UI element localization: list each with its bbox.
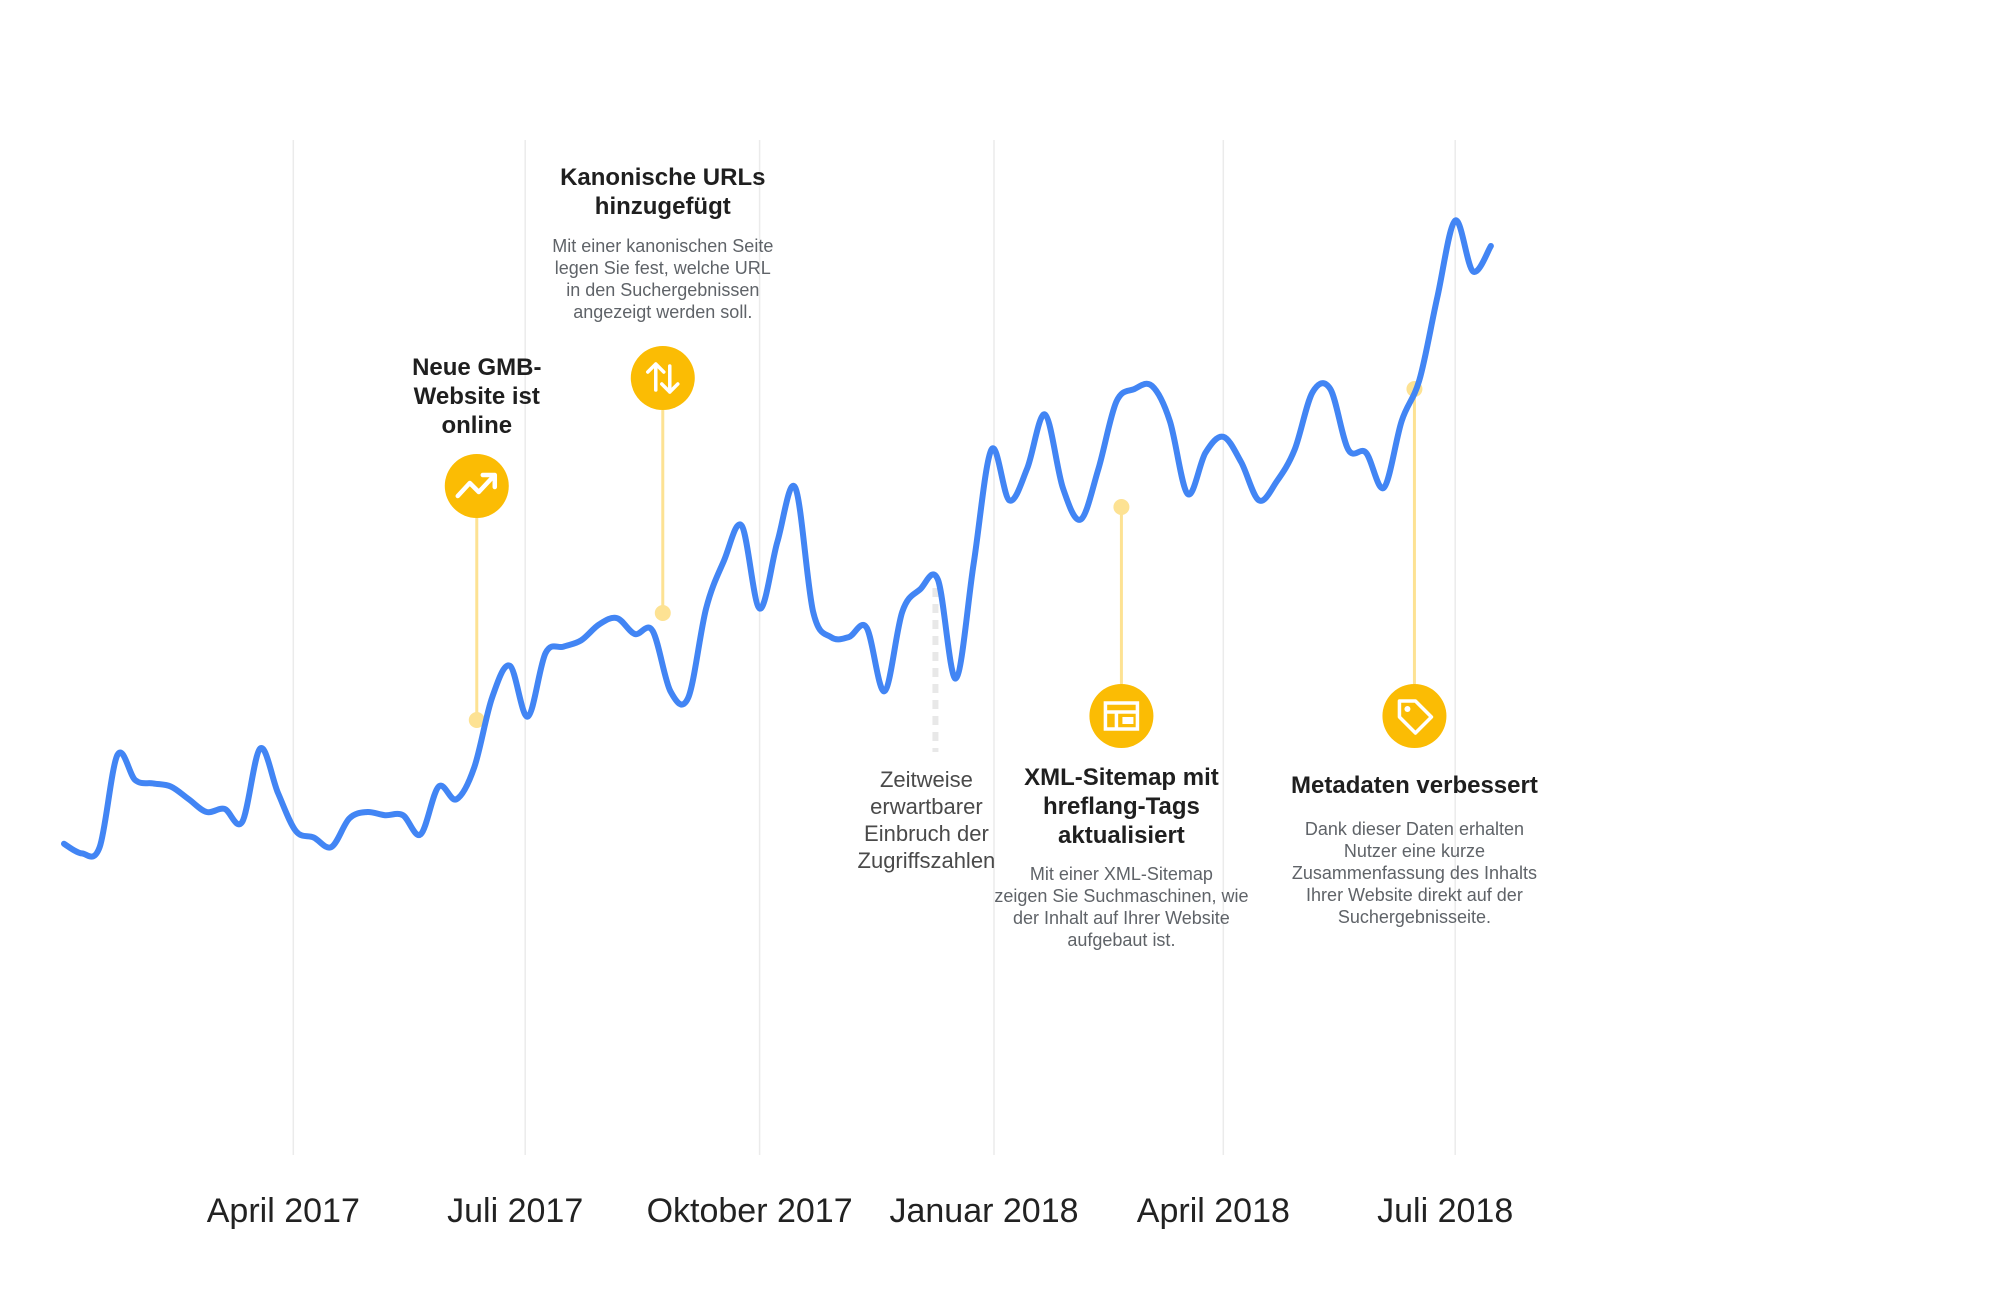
x-tick-label: April 2017: [207, 1192, 360, 1230]
x-tick-label: Oktober 2017: [647, 1192, 853, 1230]
x-axis-labels: April 2017 Juli 2017 Oktober 2017 Januar 20…: [207, 1192, 1513, 1230]
annotations: Neue GMB-Website ist online Kanonische URL…: [412, 164, 1538, 950]
annotation-anchor-dot: [654, 605, 671, 621]
trending-up-icon: [444, 454, 509, 518]
vertical-gridlines: [292, 140, 1456, 1155]
annotation-description: Dank dieser Daten erhalten Nutzer eine ku…: [1292, 819, 1537, 927]
tag-icon: [1382, 684, 1447, 748]
annotation-anchor-dot: [1113, 499, 1130, 515]
sitemap-icon: [1089, 684, 1154, 748]
annotation-title: Kanonische URLs hinzugefügt: [560, 164, 765, 220]
annotation-description: Mit einer kanonischen Seite legen Sie fes…: [552, 236, 773, 322]
series-layer: [61, 217, 1494, 860]
annotation-description: Mit einer XML-Sitemap zeigen Sie Suchmasc…: [994, 864, 1248, 950]
series-line: [61, 217, 1494, 860]
annotation-anchor-dot: [468, 712, 485, 728]
annotation-title: Neue GMB-Website ist online: [412, 354, 541, 439]
dip-note: Zeitweise erwartbarer Einbruch der Zugriffs…: [858, 588, 996, 873]
x-tick-label: Juli 2018: [1377, 1192, 1513, 1230]
dip-note-text: Zeitweise erwartbarer Einbruch der Zugriffs…: [858, 767, 996, 873]
x-tick-label: Januar 2018: [889, 1192, 1078, 1230]
annotation-title: Metadaten verbessert: [1291, 772, 1538, 799]
x-tick-label: April 2018: [1137, 1192, 1290, 1230]
annotation-title: XML-Sitemap mit hreflang-Tags aktualisiert: [1024, 764, 1219, 849]
swap-vertical-icon: [630, 346, 695, 410]
annotation-stems: [468, 381, 1423, 728]
x-tick-label: Juli 2017: [447, 1192, 583, 1230]
